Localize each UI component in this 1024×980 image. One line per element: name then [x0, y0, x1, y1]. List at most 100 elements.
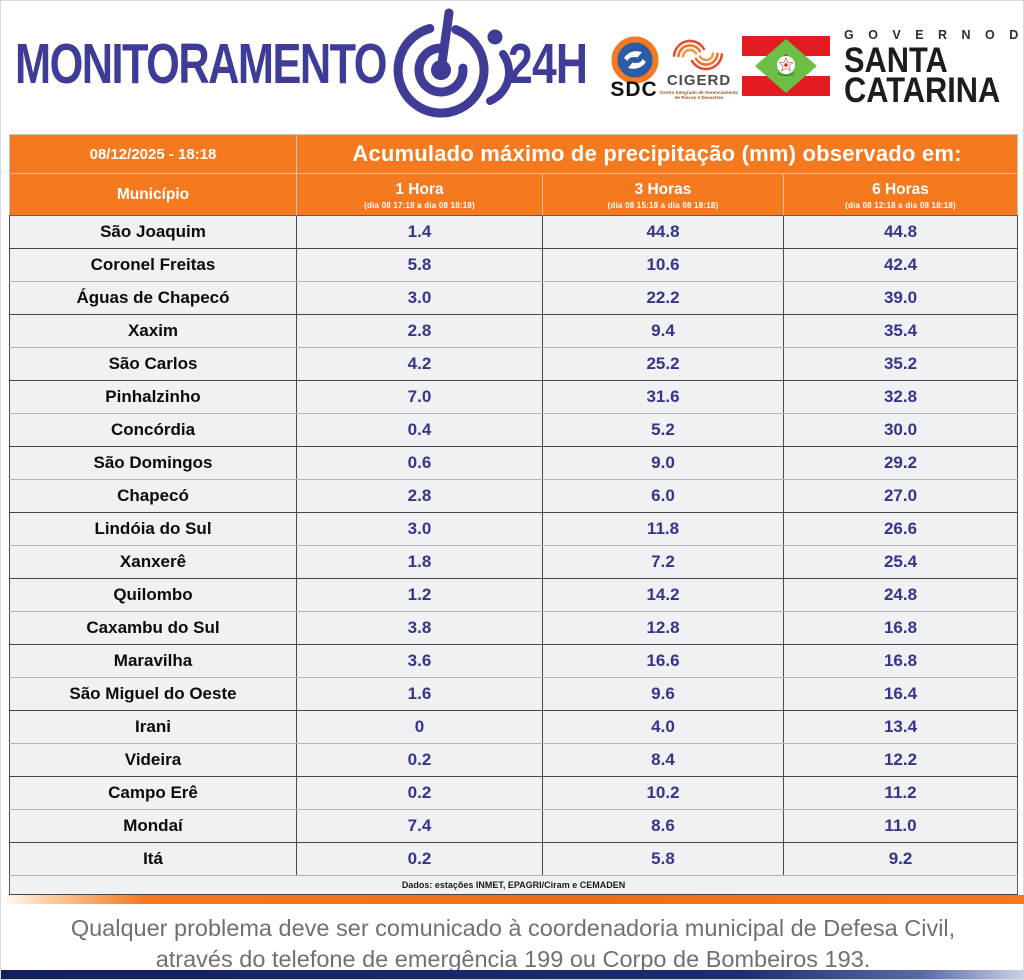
municipality-name: Campo Erê [9, 776, 297, 810]
value-6h: 11.0 [782, 809, 1019, 843]
value-6h: 27.0 [782, 479, 1019, 513]
santa-label: SANTA [844, 41, 948, 80]
government-wordmark: G O V E R N O D E SANTA CATARINA [844, 28, 1024, 110]
municipality-name: São Carlos [9, 347, 297, 381]
municipality-name: São Miguel do Oeste [9, 677, 297, 711]
table-row: Xaxim 2.8 9.4 35.4 [9, 314, 1019, 348]
brand-header: MONITORAMENTO 24H SDC [1, 1, 1024, 134]
municipality-name: São Domingos [9, 446, 297, 480]
radar-24h-icon [389, 6, 517, 122]
table-row: Mondaí 7.4 8.6 11.0 [9, 809, 1019, 843]
municipality-name: Pinhalzinho [9, 380, 297, 414]
value-6h: 35.4 [782, 314, 1019, 348]
table-body: São Joaquim 1.4 44.8 44.8 Coronel Freita… [9, 215, 1019, 876]
value-1h: 3.6 [296, 644, 543, 678]
value-1h: 0.2 [296, 776, 543, 810]
value-1h: 3.0 [296, 512, 543, 546]
value-1h: 1.4 [296, 215, 543, 249]
value-1h: 0.2 [296, 842, 543, 876]
value-6h: 16.4 [782, 677, 1019, 711]
value-6h: 16.8 [782, 644, 1019, 678]
emergency-notice: Qualquer problema deve ser comunicado à … [1, 904, 1024, 975]
table-row: São Miguel do Oeste 1.6 9.6 16.4 [9, 677, 1019, 711]
value-3h: 4.0 [542, 710, 784, 744]
value-3h: 14.2 [542, 578, 784, 612]
value-6h: 32.8 [782, 380, 1019, 414]
table-row: Caxambu do Sul 3.8 12.8 16.8 [9, 611, 1019, 645]
municipality-name: São Joaquim [9, 215, 297, 249]
cigerd-label: CIGERD [666, 72, 732, 89]
precipitation-table: 08/12/2025 - 18:18 Acumulado máximo de p… [8, 134, 1019, 895]
value-6h: 24.8 [782, 578, 1019, 612]
table-row: São Joaquim 1.4 44.8 44.8 [9, 215, 1019, 249]
table-row: Campo Erê 0.2 10.2 11.2 [9, 776, 1019, 810]
table-row: Coronel Freitas 5.8 10.6 42.4 [9, 248, 1019, 282]
value-3h: 22.2 [542, 281, 784, 315]
sdc-logo-icon [610, 35, 660, 85]
value-3h: 9.6 [542, 677, 784, 711]
column-subrange-6h: (dia 08 12:18 a dia 08 18:18) [845, 200, 956, 210]
column-header-municipio: Município [9, 173, 297, 216]
table-row: Itá 0.2 5.8 9.2 [9, 842, 1019, 876]
value-1h: 4.2 [296, 347, 543, 381]
table-row: Xanxerê 1.8 7.2 25.4 [9, 545, 1019, 579]
municipality-name: Lindóia do Sul [9, 512, 297, 546]
column-header-6h: 6 Horas (dia 08 12:18 a dia 08 18:18) [782, 173, 1019, 216]
municipality-name: Águas de Chapecó [9, 281, 297, 315]
navy-bottom-bar [1, 970, 1024, 979]
value-6h: 9.2 [782, 842, 1019, 876]
value-3h: 9.0 [542, 446, 784, 480]
notice-line-2: através do telefone de emergência 199 ou… [155, 946, 871, 972]
value-3h: 10.6 [542, 248, 784, 282]
value-1h: 0.2 [296, 743, 543, 777]
municipality-name: Xaxim [9, 314, 297, 348]
value-1h: 3.0 [296, 281, 543, 315]
table-row: Águas de Chapecó 3.0 22.2 39.0 [9, 281, 1019, 315]
cigerd-subtitle: Centro Integrado de Gerenciamento de Ris… [659, 90, 739, 101]
data-source-note: Dados: estações INMET, EPAGRI/Ciram e CE… [8, 875, 1019, 895]
column-header-3h: 3 Horas (dia 08 15:18 a dia 08 18:18) [542, 173, 784, 216]
governo-de-label: G O V E R N O D E [844, 28, 1024, 42]
value-6h: 16.8 [782, 611, 1019, 645]
value-6h: 13.4 [782, 710, 1019, 744]
value-3h: 7.2 [542, 545, 784, 579]
value-6h: 30.0 [782, 413, 1019, 447]
value-3h: 10.2 [542, 776, 784, 810]
value-6h: 44.8 [782, 215, 1019, 249]
catarina-label: CATARINA [844, 71, 1001, 110]
value-3h: 31.6 [542, 380, 784, 414]
table-row: Pinhalzinho 7.0 31.6 32.8 [9, 380, 1019, 414]
municipality-name: Quilombo [9, 578, 297, 612]
orange-divider-bar [1, 895, 1024, 904]
24h-wordmark: 24H [508, 32, 588, 96]
municipality-name: Irani [9, 710, 297, 744]
value-6h: 42.4 [782, 248, 1019, 282]
value-6h: 12.2 [782, 743, 1019, 777]
value-6h: 25.4 [782, 545, 1019, 579]
value-1h: 0.6 [296, 446, 543, 480]
table-row: Videira 0.2 8.4 12.2 [9, 743, 1019, 777]
monitoramento-wordmark: MONITORAMENTO [15, 32, 387, 96]
santa-catarina-flag-icon [742, 36, 830, 96]
table-title: Acumulado máximo de precipitação (mm) ob… [295, 134, 1019, 174]
column-subrange-3h: (dia 08 15:18 a dia 08 18:18) [607, 200, 719, 210]
value-3h: 8.6 [542, 809, 784, 843]
value-1h: 0 [296, 710, 543, 744]
municipality-name: Mondaí [9, 809, 297, 843]
column-header-1h: 1 Hora (dia 08 17:18 a dia 08 18:18) [296, 173, 543, 216]
value-3h: 44.8 [542, 215, 784, 249]
table-row: Chapecó 2.8 6.0 27.0 [9, 479, 1019, 513]
value-3h: 5.8 [542, 842, 784, 876]
municipality-name: Concórdia [9, 413, 297, 447]
value-3h: 11.8 [542, 512, 784, 546]
report-datetime: 08/12/2025 - 18:18 [9, 134, 297, 174]
municipality-name: Coronel Freitas [9, 248, 297, 282]
value-1h: 7.0 [296, 380, 543, 414]
value-6h: 26.6 [782, 512, 1019, 546]
value-1h: 2.8 [296, 314, 543, 348]
value-1h: 1.6 [296, 677, 543, 711]
table-row: Quilombo 1.2 14.2 24.8 [9, 578, 1019, 612]
table-row: São Carlos 4.2 25.2 35.2 [9, 347, 1019, 381]
value-3h: 8.4 [542, 743, 784, 777]
